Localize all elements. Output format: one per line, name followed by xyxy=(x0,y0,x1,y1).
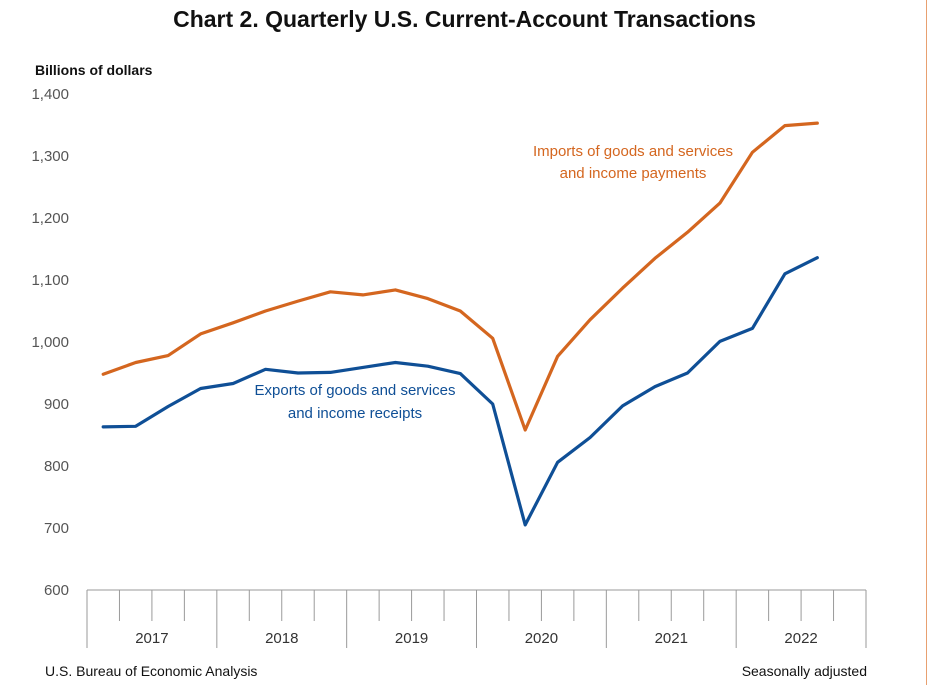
year-label: 2017 xyxy=(135,630,168,647)
imports-series-line xyxy=(101,121,819,432)
year-label: 2022 xyxy=(784,630,817,647)
imports-series-label: and income payments xyxy=(560,165,707,182)
y-tick-label: 600 xyxy=(44,582,69,599)
frame-border xyxy=(926,0,927,685)
series-label-layer: Imports of goods and services and income … xyxy=(255,143,734,422)
chart-title: Chart 2. Quarterly U.S. Current-Account … xyxy=(173,6,756,32)
exports-series-line xyxy=(101,256,819,527)
footer-source: U.S. Bureau of Economic Analysis xyxy=(45,663,258,679)
y-tick-label: 1,100 xyxy=(31,272,69,289)
y-tick-label: 800 xyxy=(44,458,69,475)
y-tick-label: 700 xyxy=(44,520,69,537)
series-layer xyxy=(101,121,819,527)
y-axis-label: Billions of dollars xyxy=(35,62,153,78)
y-tick-label: 1,300 xyxy=(31,148,69,165)
year-label: 2020 xyxy=(525,630,558,647)
y-tick-label: 1,400 xyxy=(31,86,69,103)
axis-layer: 600 700 800 900 1,000 1,100 1,200 1,300 1,400 201… xyxy=(31,86,867,648)
y-tick-label: 1,000 xyxy=(31,334,69,351)
y-tick-label: 900 xyxy=(44,396,69,413)
year-label: 2018 xyxy=(265,630,298,647)
imports-series-label: Imports of goods and services xyxy=(533,143,733,160)
footer-note: Seasonally adjusted xyxy=(741,663,867,679)
exports-series-label: Exports of goods and services xyxy=(255,382,456,399)
y-tick-label: 1,200 xyxy=(31,210,69,227)
year-label: 2019 xyxy=(395,630,428,647)
year-label: 2021 xyxy=(655,630,688,647)
exports-series-label: and income receipts xyxy=(288,405,422,422)
